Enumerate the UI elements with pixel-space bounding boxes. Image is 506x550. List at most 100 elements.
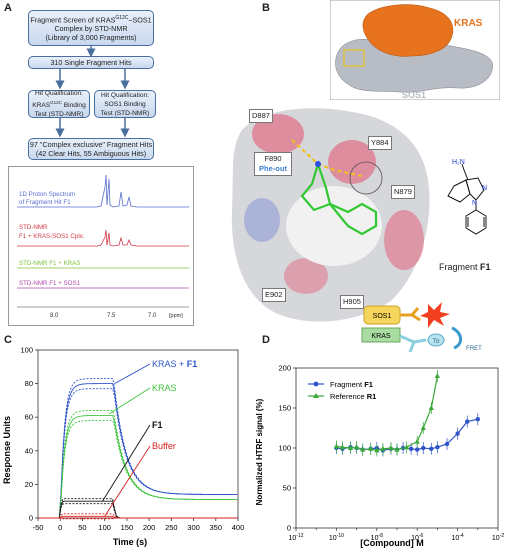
binding-site-box [343,49,365,67]
spr-ytick-label: 80 [25,379,33,388]
htrf-series [333,370,480,457]
fragment-caption: Fragment F1 [439,262,491,272]
kras-binding-line3: Test (STD-NMR) [34,111,84,119]
legend-f1-prefix: Fragment [330,380,364,389]
kras-f1-annotation-part: KRAS + [152,359,187,369]
htrf-xtick-base: 10 [492,535,500,542]
panel-c-letter-text: C [4,334,12,346]
kras-binding-kras: KRAS [32,102,51,110]
spectrum-label: 1D Proton Spectrum [19,191,75,198]
acceptor-antibody [400,307,421,322]
spectrum-label: of Fragment Hit F1 [19,199,71,206]
htrf-point-f1 [415,447,420,452]
htrf-point-r1 [394,446,400,452]
htrf-point-f1 [421,445,426,451]
spr-ytick-label: 20 [25,480,33,489]
exclusive-hits-line2: (42 Clear Hits, 55 Ambiguous Hits) [35,149,147,158]
htrf-point-f1 [435,445,440,450]
residue-y884: Y884 [368,136,392,150]
spr-ylabel: Response Units [2,416,12,484]
htrf-xtick-base: 10 [329,535,337,542]
spr-xtick-label: 400 [232,523,245,532]
htrf-point-r1 [333,443,339,449]
kras-f1-annotation-part: F1 [187,359,198,369]
spr-xtick-label: -50 [33,523,44,532]
amine-nitrogen [315,161,321,167]
spr-xtick-label: 200 [143,523,156,532]
spr-xtick-label: 250 [165,523,178,532]
htrf-xlabel: [Compound] M [360,538,423,548]
sos1-binding-line2: SOS1 Binding [104,100,146,108]
residue-f890: F890 [264,154,282,163]
spr-ytick-label: 0 [29,514,33,523]
spr-curve-0 [38,378,238,519]
fragment-structure: H₂N N N [447,159,487,235]
spr-sensorgram: -50 0 50 100 150 200 250 300 350 400020406080100 … [2,346,245,548]
tb-label: Tb [432,339,440,345]
spr-curve-1 [38,415,238,519]
panel-a-letter: A [4,2,12,14]
spr-xtick-label: 50 [78,523,86,532]
htrf-xtick-label: 10-8 [371,533,383,542]
htrf-schematic: SOS1 KRAS Tb FRET [361,302,482,353]
htrf-ytick-label: 200 [278,364,291,373]
nitrogen-label: N [482,185,487,192]
htrf-xtick-base: 10 [288,535,296,542]
std3-label: STD-NMR F1 + SOS1 [19,280,81,287]
flow-arrows [55,46,130,138]
std2-label: STD-NMR F1 + KRAS [19,260,80,267]
hits-box: 310 Single Fragment Hits [28,56,154,69]
residue-h905: H905 [340,295,364,309]
htrf-legend: Fragment F1 Reference R1 [308,380,376,401]
htrf-point-r1 [354,444,360,450]
residue-f890-box: F890 Phe-out [254,152,292,176]
sos1-binding-line3: Test (STD-NMR) [100,109,150,117]
f1-annotation: F1 [152,420,163,430]
kras-binding-sup: G12C [50,99,62,105]
kras-block [361,327,401,343]
spr-curve-2 [38,503,238,519]
spr-curve-1 [38,410,238,519]
htrf-xtick-base: 10 [371,535,379,542]
exclusive-hits-box: 97 "Complex exclusive" Fragment Hits (42… [28,138,154,160]
htrf-ylabel: Normalized HTRF signal (%) [255,398,264,505]
htrf-point-r1 [434,373,440,378]
spr-curve-2 [38,500,238,519]
spr-xtick-label: 100 [98,523,111,532]
sos1-label: SOS1 [402,90,426,100]
htrf-ytick-label: 50 [283,484,291,493]
nmr-unit: [ppm] [169,313,183,319]
htrf-point-f1 [408,446,414,451]
spr-annotations: KRAS + F1 KRAS F1 Buffer [102,359,198,517]
kras-annotation: KRAS [152,383,177,393]
residue-n879: N879 [391,185,415,199]
f1-annotation-part: F1 [152,420,163,430]
htrf-ytick-label: 0 [287,524,291,533]
htrf-point-r1 [380,445,386,451]
exclusive-hits-line1: 97 "Complex exclusive" Fragment Hits [29,140,153,149]
htrf-point-r1 [428,405,434,410]
htrf-xtick-exp: -2 [500,533,505,539]
htrf-point-r1 [414,438,420,444]
pocket-patch [252,114,304,154]
std1-label: F1 + KRAS-SOS1 Cplx. [19,233,85,240]
htrf-point-f1 [444,441,450,447]
htrf-point-r1 [347,445,354,450]
y884-ring [349,161,383,195]
htrf-xtick-exp: -8 [378,533,383,539]
screen-box-text: Fragment Screen of KRAS [30,15,116,25]
legend-f1-name: F1 [364,380,373,389]
kras-annotation-part: KRAS [152,383,177,393]
std1-trace [17,229,189,247]
htrf-xtick-label: 10-12 [288,533,303,542]
htrf-point-r1 [339,444,346,450]
nmr-panel: 8.0 7.5 7.0 [ppm] 1D Proton Spectrum of … [8,166,194,326]
sos1-binding-box: Hit Qualification: SOS1 Binding Test (ST… [94,90,156,118]
kras-binding-box: Hit Qualification: KRASG12C Binding Test… [28,90,90,118]
spr-ytick-label: 60 [25,413,33,422]
legend-f1-text: Fragment F1 [330,380,373,389]
sos1-binding-line1: Hit Qualification: [100,91,149,99]
spr-curves [38,378,238,520]
